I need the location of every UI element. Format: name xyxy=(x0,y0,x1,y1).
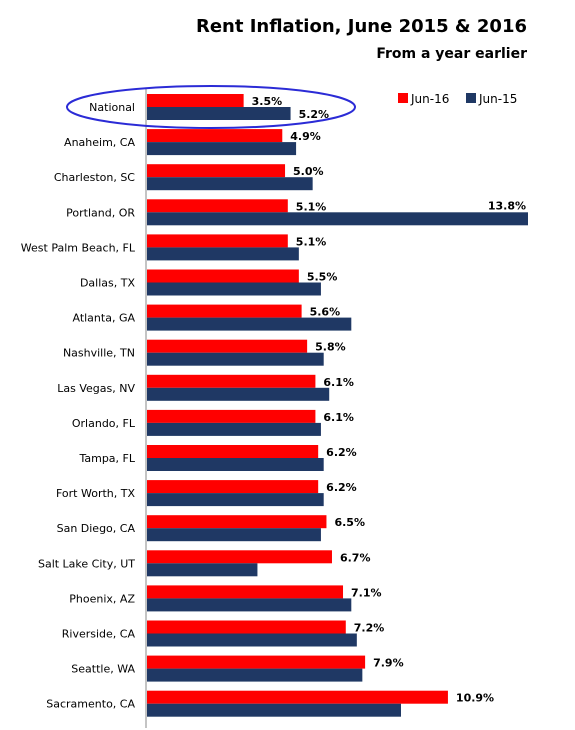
bar-jun-15-west-palm-beach-fl xyxy=(147,247,299,261)
data-label-jun-16-sacramento-ca: 10.9% xyxy=(456,692,494,705)
bar-jun-15-tampa-fl xyxy=(147,458,324,471)
bar-jun-16-riverside-ca xyxy=(147,620,346,634)
category-label-nashville-tn: Nashville, TN xyxy=(63,347,135,360)
category-label-salt-lake-city-ut: Salt Lake City, UT xyxy=(38,557,135,570)
chart-marks: National 3.5% 5.2% Anaheim, CA 4.9% Charlesto… xyxy=(21,94,528,717)
legend-label-jun16: Jun-16 xyxy=(410,92,449,106)
data-label-jun-15-national: 5.2% xyxy=(299,108,330,121)
bar-jun-15-atlanta-ga xyxy=(147,317,352,331)
category-label-fort-worth-tx: Fort Worth, TX xyxy=(56,487,135,500)
data-label-jun-16-atlanta-ga: 5.6% xyxy=(310,306,341,319)
category-label-charleston-sc: Charleston, SC xyxy=(54,171,135,184)
data-label-jun-16-west-palm-beach-fl: 5.1% xyxy=(296,235,327,248)
bar-jun-15-nashville-tn xyxy=(147,352,324,366)
legend: Jun-16 Jun-15 xyxy=(398,92,517,106)
legend-label-jun15: Jun-15 xyxy=(478,92,517,106)
bar-jun-15-dallas-tx xyxy=(147,282,321,296)
category-label-san-diego-ca: San Diego, CA xyxy=(57,522,136,535)
bar-jun-15-seattle-wa xyxy=(147,668,363,682)
data-label-jun-16-fort-worth-tx: 6.2% xyxy=(326,481,357,494)
data-label-jun-16-nashville-tn: 5.8% xyxy=(315,341,346,354)
bar-jun-16-las-vegas-nv xyxy=(147,374,316,388)
legend-swatch-jun15 xyxy=(466,93,476,103)
data-label-jun-16-anaheim-ca: 4.9% xyxy=(290,130,321,143)
data-label-jun-16-charleston-sc: 5.0% xyxy=(293,165,324,178)
data-label-jun-16-orlando-fl: 6.1% xyxy=(323,411,354,424)
legend-swatch-jun16 xyxy=(398,93,408,103)
category-label-tampa-fl: Tampa, FL xyxy=(78,452,135,465)
bar-jun-15-san-diego-ca xyxy=(147,528,321,542)
data-label-jun-16-san-diego-ca: 6.5% xyxy=(334,516,365,529)
data-label-jun-16-tampa-fl: 6.2% xyxy=(326,446,357,459)
data-label-jun-16-portland-or: 5.1% xyxy=(296,200,327,213)
bar-jun-15-portland-or xyxy=(147,212,528,226)
category-label-las-vegas-nv: Las Vegas, NV xyxy=(57,382,135,395)
bar-jun-16-nashville-tn xyxy=(147,339,308,353)
bar-jun-16-charleston-sc xyxy=(147,164,286,178)
category-label-national: National xyxy=(89,101,135,114)
category-label-seattle-wa: Seattle, WA xyxy=(71,663,135,676)
category-label-anaheim-ca: Anaheim, CA xyxy=(64,136,135,149)
category-label-dallas-tx: Dallas, TX xyxy=(80,277,136,290)
national-highlight-ellipse xyxy=(66,85,356,129)
bar-jun-15-las-vegas-nv xyxy=(147,387,330,401)
bar-jun-16-national xyxy=(147,94,244,107)
bar-jun-16-orlando-fl xyxy=(147,409,316,423)
category-label-riverside-ca: Riverside, CA xyxy=(62,628,136,641)
data-label-jun-16-las-vegas-nv: 6.1% xyxy=(323,376,354,389)
bar-jun-15-national xyxy=(147,107,291,120)
category-label-west-palm-beach-fl: West Palm Beach, FL xyxy=(21,241,136,254)
bar-jun-15-riverside-ca xyxy=(147,633,357,647)
bar-jun-15-charleston-sc xyxy=(147,177,313,191)
bar-jun-15-salt-lake-city-ut xyxy=(147,563,258,577)
data-label-jun-16-riverside-ca: 7.2% xyxy=(354,622,385,635)
bar-jun-16-atlanta-ga xyxy=(147,304,302,318)
bar-jun-15-orlando-fl xyxy=(147,422,321,436)
category-label-sacramento-ca: Sacramento, CA xyxy=(46,698,135,711)
category-label-portland-or: Portland, OR xyxy=(66,206,135,219)
data-label-jun-16-salt-lake-city-ut: 6.7% xyxy=(340,551,371,564)
data-label-jun-16-national: 3.5% xyxy=(252,95,283,108)
bar-jun-16-phoenix-az xyxy=(147,585,344,599)
bar-jun-16-anaheim-ca xyxy=(147,129,283,143)
category-label-atlanta-ga: Atlanta, GA xyxy=(72,312,135,325)
bar-jun-15-phoenix-az xyxy=(147,598,352,612)
bar-jun-16-portland-or xyxy=(147,199,288,213)
bar-jun-16-west-palm-beach-fl xyxy=(147,234,288,248)
data-label-jun-16-phoenix-az: 7.1% xyxy=(351,586,382,599)
chart-subtitle: From a year earlier xyxy=(376,46,527,62)
bar-jun-16-san-diego-ca xyxy=(147,515,327,529)
data-label-jun-16-seattle-wa: 7.9% xyxy=(373,657,404,670)
bar-jun-16-sacramento-ca xyxy=(147,690,448,704)
bar-jun-16-seattle-wa xyxy=(147,655,366,669)
bar-jun-16-salt-lake-city-ut xyxy=(147,550,332,564)
bar-jun-15-sacramento-ca xyxy=(147,703,401,717)
bar-jun-15-fort-worth-tx xyxy=(147,493,324,507)
category-label-orlando-fl: Orlando, FL xyxy=(72,417,136,430)
bar-jun-16-fort-worth-tx xyxy=(147,480,319,494)
chart-title: Rent Inflation, June 2015 & 2016 xyxy=(196,16,527,37)
bar-jun-16-tampa-fl xyxy=(147,445,319,458)
data-label-jun-16-dallas-tx: 5.5% xyxy=(307,271,338,284)
data-label-jun-15-portland-or: 13.8% xyxy=(488,199,526,212)
bar-jun-15-anaheim-ca xyxy=(147,142,297,156)
category-label-phoenix-az: Phoenix, AZ xyxy=(69,592,135,605)
bar-jun-16-dallas-tx xyxy=(147,269,299,283)
